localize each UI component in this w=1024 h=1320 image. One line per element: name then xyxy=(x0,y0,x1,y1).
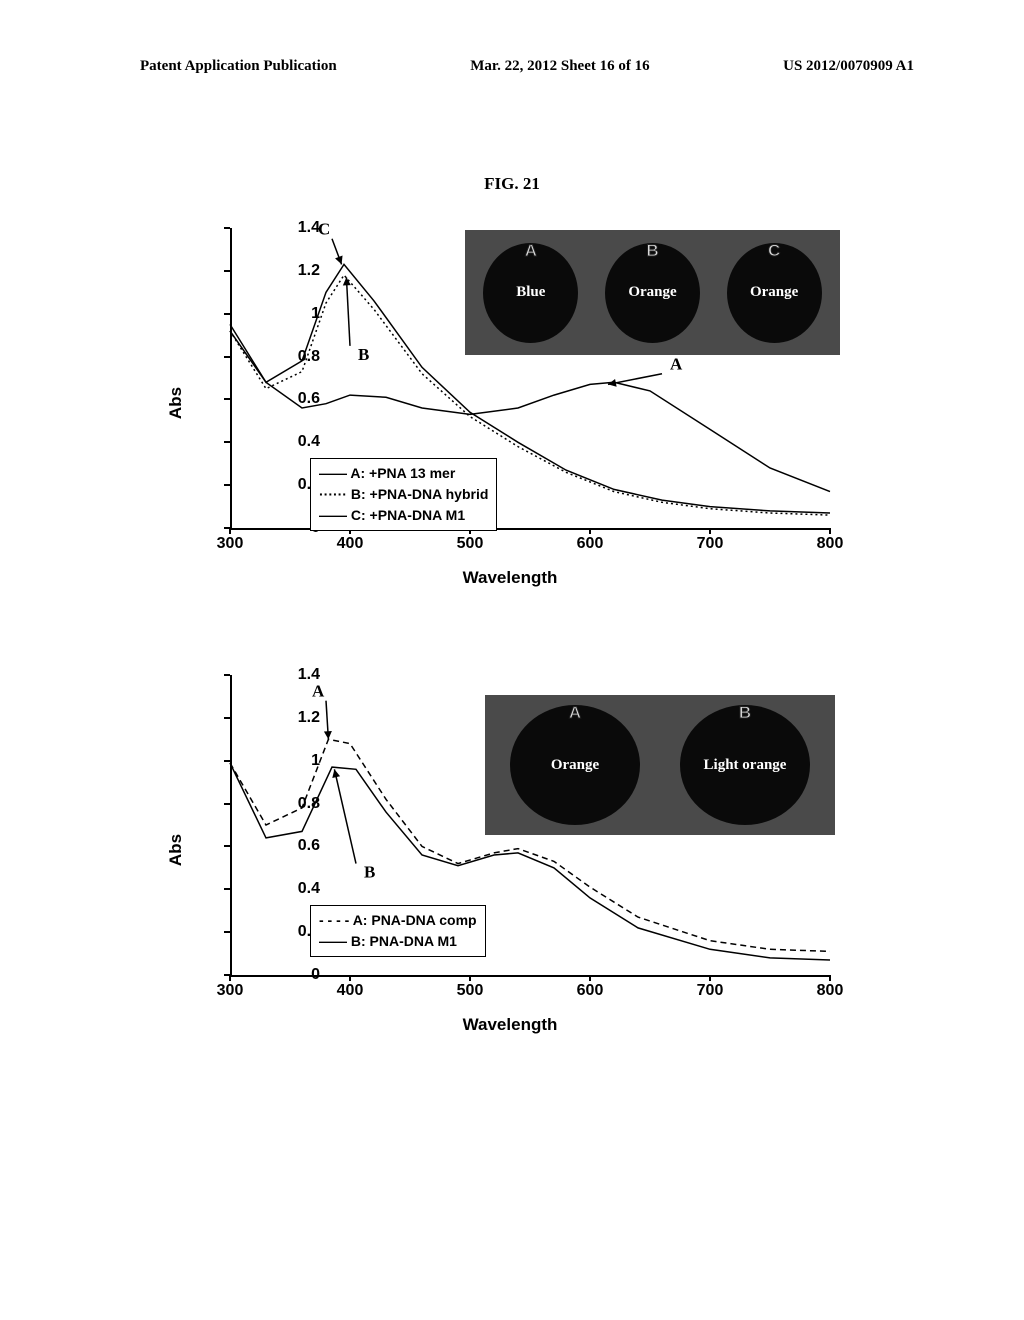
vial-c: C Orange xyxy=(727,243,822,343)
vial-color: Orange xyxy=(750,284,798,301)
vial-color: Orange xyxy=(551,757,599,774)
vial-tag: B xyxy=(646,241,658,261)
legend-item: —— B: PNA-DNA M1 xyxy=(319,931,477,952)
annotation-label: B xyxy=(364,863,375,882)
annotation-label: A xyxy=(670,355,683,374)
header-middle: Mar. 22, 2012 Sheet 16 of 16 xyxy=(470,58,649,75)
vial-a: A Blue xyxy=(483,243,578,343)
header-left: Patent Application Publication xyxy=(140,58,337,75)
annotation-label: B xyxy=(358,345,369,364)
annotation-label: C xyxy=(318,220,330,239)
legend-item: —— C: +PNA-DNA M1 xyxy=(319,505,488,526)
inset-photo-top: A Blue B Orange C Orange xyxy=(465,230,840,355)
figure-title: FIG. 21 xyxy=(0,174,1024,194)
legend-bottom: - - - - A: PNA-DNA comp —— B: PNA-DNA M1 xyxy=(310,905,486,957)
legend-item: ······ B: +PNA-DNA hybrid xyxy=(319,484,488,505)
vial-color: Light orange xyxy=(704,757,787,774)
annotation-label: A xyxy=(312,682,325,701)
page-header: Patent Application Publication Mar. 22, … xyxy=(0,58,1024,75)
vial-tag: C xyxy=(768,241,780,261)
vial-color: Orange xyxy=(628,284,676,301)
legend-item: - - - - A: PNA-DNA comp xyxy=(319,910,477,931)
vial-tag: A xyxy=(569,703,581,723)
legend-top: —— A: +PNA 13 mer ······ B: +PNA-DNA hyb… xyxy=(310,458,497,531)
inset-photo-bottom: A Orange B Light orange xyxy=(485,695,835,835)
vial-tag: B xyxy=(739,703,751,723)
vial-a: A Orange xyxy=(510,705,640,825)
chart-bottom: Abs Wavelength 00.20.40.60.811.21.430040… xyxy=(160,665,860,1035)
legend-item: —— A: +PNA 13 mer xyxy=(319,463,488,484)
vial-tag: A xyxy=(525,241,537,261)
chart-top: Abs Wavelength 00.20.40.60.811.21.430040… xyxy=(160,218,860,588)
vial-color: Blue xyxy=(516,284,545,301)
header-right: US 2012/0070909 A1 xyxy=(783,58,914,75)
vial-b: B Light orange xyxy=(680,705,810,825)
vial-b: B Orange xyxy=(605,243,700,343)
